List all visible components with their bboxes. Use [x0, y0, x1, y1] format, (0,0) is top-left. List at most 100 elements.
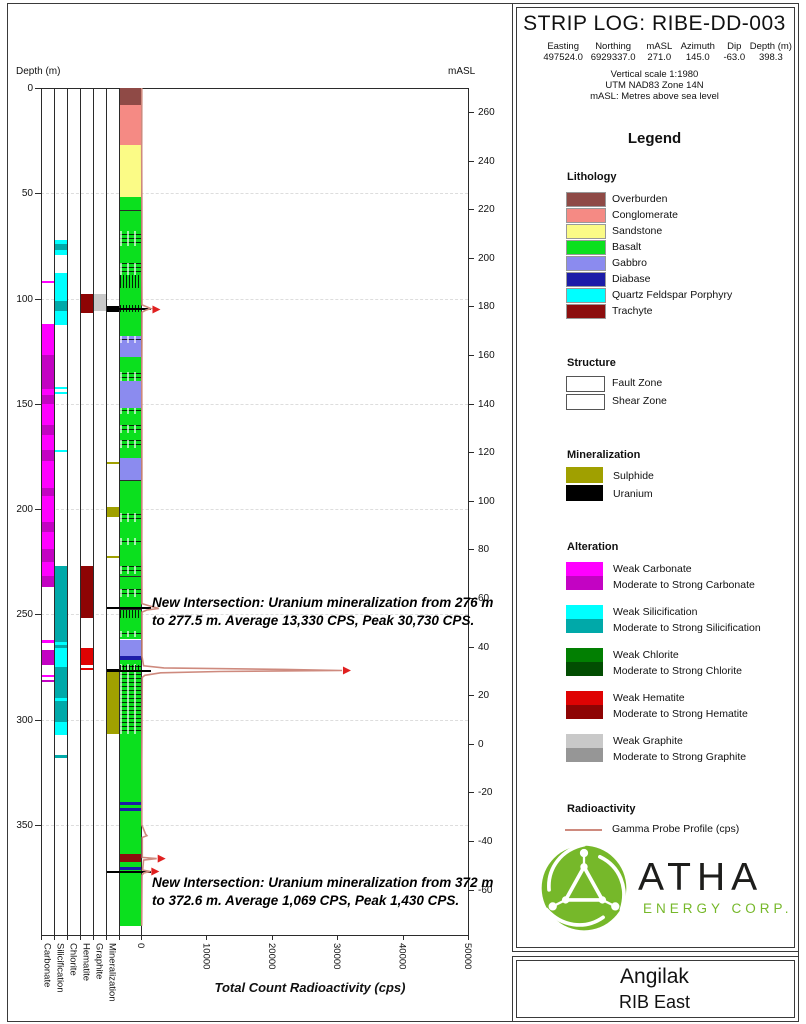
- shear-zone-overlay: [120, 631, 141, 638]
- hematite-interval-strong: [81, 565, 93, 619]
- depth-tick-label: 0: [27, 83, 33, 94]
- carbonate-interval-weak: [42, 561, 54, 577]
- depth-tick: [35, 298, 41, 300]
- carbonate-interval-weak: [42, 496, 54, 522]
- masl-tick-label: -60: [478, 884, 493, 896]
- bottom-column-tick: [106, 935, 107, 940]
- alteration-section-title: Alteration: [567, 541, 619, 553]
- footer-panel-outer: [512, 956, 799, 1022]
- alteration-weak-label-2: Weak Silicification: [613, 606, 698, 618]
- gamma-tick: [271, 935, 273, 940]
- masl-tick-label: 260: [478, 107, 495, 118]
- silicification-interval-strong: [55, 565, 67, 642]
- coord-value: 497524.0: [543, 52, 583, 63]
- hematite-interval-strong: [81, 294, 93, 314]
- coord-easting: Easting 497524.0: [542, 41, 584, 63]
- masl-tick: [468, 160, 474, 162]
- column-boundary-line: [93, 88, 94, 935]
- coord-value: 271.0: [647, 52, 672, 63]
- alteration-weak-swatch-1: [566, 562, 603, 576]
- lithology-swatch-7: [566, 288, 606, 303]
- alteration-weak-label-3: Weak Chlorite: [613, 649, 679, 661]
- masl-tick: [468, 695, 474, 697]
- contact-line: [120, 576, 141, 578]
- masl-tick-label: 120: [478, 447, 495, 459]
- coord-value: 6929337.0: [590, 52, 636, 63]
- lithology-conglomerate: [120, 104, 141, 145]
- depth-tick-label: 50: [21, 188, 33, 200]
- silicification-interval-strong: [55, 755, 67, 759]
- carbonate-interval-strong: [42, 679, 54, 682]
- shear-zone-overlay: [120, 231, 141, 246]
- depth-tick-label: 200: [16, 504, 33, 515]
- coord-dip: Dip -63.0: [719, 41, 750, 63]
- bottom-column-tick: [54, 935, 55, 940]
- uranium-label: Uranium: [613, 488, 653, 500]
- masl-tick: [468, 452, 474, 454]
- masl-tick-label: 200: [478, 252, 495, 264]
- gamma-tick: [337, 935, 339, 940]
- silicification-interval-weak: [55, 721, 67, 736]
- area-name: RIB East: [618, 992, 691, 1012]
- carbonate-interval-strong: [42, 355, 54, 389]
- column-boundary-line: [119, 88, 120, 935]
- uranium-marker-line: [107, 669, 151, 672]
- carbonate-interval-strong: [42, 450, 54, 461]
- carbonate-interval-weak: [42, 323, 54, 356]
- lithology-diabase: [120, 656, 141, 660]
- silicification-interval-weak: [55, 647, 67, 667]
- alteration-strong-swatch-5: [566, 748, 603, 762]
- logo-mark-icon: [541, 842, 627, 931]
- lithology-basalt: [120, 861, 141, 867]
- depth-tick: [35, 88, 41, 89]
- lithology-label-6: Diabase: [612, 273, 651, 285]
- intersection-annotation-2: New Intersection: Uranium mineralization…: [152, 874, 494, 908]
- masl-tick: [468, 549, 474, 551]
- depth-tick: [35, 824, 41, 826]
- shear-zone-overlay: [120, 513, 141, 522]
- column-boundary-line: [41, 88, 42, 935]
- coord-value: 145.0: [685, 52, 710, 63]
- depth-tick-label: 150: [16, 398, 33, 410]
- hematite-interval-weak: [81, 647, 93, 665]
- alteration-weak-label-1: Weak Carbonate: [613, 563, 692, 575]
- masl-tick-label: 20: [478, 690, 490, 702]
- coord-masl: mASL 271.0: [642, 41, 677, 63]
- gamma-tick-label: 40000: [396, 943, 408, 970]
- masl-tick: [468, 889, 474, 891]
- lithology-section-title: Lithology: [567, 171, 617, 183]
- gamma-line-swatch: [565, 829, 602, 831]
- carbonate-interval-weak: [42, 403, 54, 425]
- masl-tick-label: 40: [478, 641, 490, 653]
- fault-zone-overlay: [120, 607, 141, 619]
- lithology-label-7: Quartz Feldspar Porphyry: [612, 289, 733, 301]
- depth-tick: [35, 719, 41, 721]
- carbonate-interval-weak: [42, 280, 54, 283]
- lithology-sandstone: [120, 144, 141, 198]
- uranium-marker-line: [107, 308, 151, 311]
- radioactivity-section-title: Radioactivity: [567, 803, 636, 815]
- hole-coordinates: Easting 497524.0 Northing 6929337.0 mASL 271.…: [542, 41, 792, 63]
- alteration-weak-swatch-2: [566, 605, 603, 619]
- lithology-basalt: [120, 407, 141, 459]
- silicification-interval-weak: [55, 698, 67, 701]
- lithology-swatch-3: [566, 224, 606, 239]
- depth-axis-label: Depth (m): [16, 66, 61, 77]
- masl-tick-label: -40: [478, 836, 493, 847]
- gamma-profile-plot: [140, 87, 351, 926]
- depth-tick: [35, 403, 41, 405]
- silicification-interval-weak: [55, 273, 67, 301]
- lithology-label-1: Overburden: [612, 193, 668, 205]
- carbonate-interval-strong: [42, 521, 54, 533]
- lithology-overburden: [120, 88, 141, 105]
- gamma-tick: [206, 935, 208, 940]
- fault-zone-label: Fault Zone: [612, 377, 663, 389]
- shear-zone-swatch: [566, 394, 605, 410]
- column-label-chlorite: Chlorite: [67, 943, 79, 976]
- shear-zone-overlay: [120, 439, 141, 448]
- depth-tick-label: 300: [16, 714, 33, 726]
- contact-line: [120, 608, 141, 610]
- silicification-interval-strong: [55, 243, 67, 251]
- masl-tick-label: 220: [478, 204, 495, 216]
